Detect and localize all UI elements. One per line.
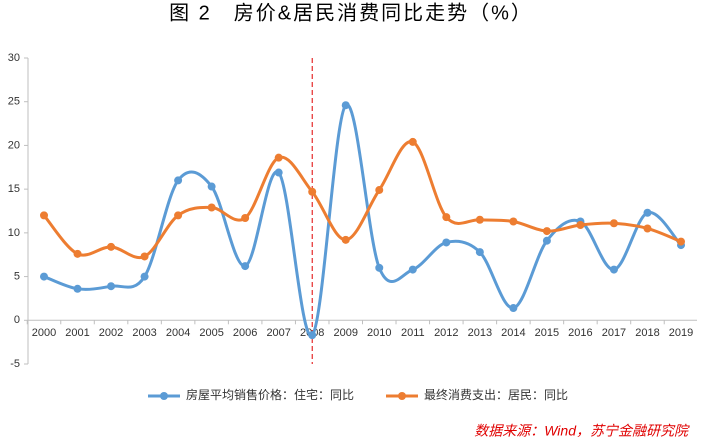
x-tick-label: 2007 bbox=[266, 327, 290, 339]
legend-marker bbox=[160, 392, 168, 400]
y-tick-label: 20 bbox=[8, 139, 20, 151]
x-tick-label: 2011 bbox=[401, 327, 425, 339]
data-point bbox=[542, 236, 551, 245]
x-tick-label: 2014 bbox=[501, 327, 525, 339]
data-point bbox=[475, 248, 484, 257]
x-tick-label: 2015 bbox=[535, 327, 559, 339]
x-tick-label: 2009 bbox=[333, 327, 357, 339]
x-tick-label: 2016 bbox=[568, 327, 592, 339]
data-point bbox=[609, 265, 618, 274]
data-point bbox=[341, 235, 350, 244]
legend-label: 房屋平均销售价格：住宅：同比 bbox=[186, 387, 354, 402]
y-tick-label: 0 bbox=[14, 314, 20, 326]
data-point bbox=[475, 215, 484, 224]
y-tick-label: -5 bbox=[10, 358, 20, 370]
data-point bbox=[107, 242, 116, 251]
data-point bbox=[174, 211, 183, 220]
data-point bbox=[341, 101, 350, 110]
data-point bbox=[241, 262, 250, 271]
data-point bbox=[140, 252, 149, 261]
x-tick-label: 2013 bbox=[468, 327, 492, 339]
data-point bbox=[274, 153, 283, 162]
data-point bbox=[140, 272, 149, 281]
data-point bbox=[107, 282, 116, 291]
x-tick-label: 2017 bbox=[602, 327, 626, 339]
data-point bbox=[609, 219, 618, 228]
data-point bbox=[308, 331, 317, 340]
series-line bbox=[42, 140, 682, 260]
x-tick-label: 2002 bbox=[99, 327, 123, 339]
data-point bbox=[442, 238, 451, 247]
y-tick-label: 30 bbox=[8, 52, 20, 64]
data-point bbox=[40, 272, 48, 281]
data-point bbox=[308, 187, 317, 196]
data-point bbox=[408, 265, 417, 274]
y-tick-label: 5 bbox=[14, 270, 20, 282]
data-point bbox=[40, 211, 48, 220]
x-tick-label: 2004 bbox=[166, 327, 190, 339]
data-point bbox=[207, 182, 216, 191]
legend-label: 最终消费支出：居民：同比 bbox=[424, 387, 568, 402]
data-point bbox=[207, 203, 216, 212]
legend-marker bbox=[398, 392, 406, 400]
legend-item: 房屋平均销售价格：住宅：同比 bbox=[148, 387, 354, 402]
x-tick-label: 2005 bbox=[199, 327, 223, 339]
legend-item: 最终消费支出：居民：同比 bbox=[386, 387, 568, 402]
data-point bbox=[408, 137, 417, 146]
data-point bbox=[576, 220, 585, 229]
data-point bbox=[643, 224, 652, 233]
data-point bbox=[375, 186, 384, 195]
data-point bbox=[73, 249, 82, 258]
x-tick-label: 2000 bbox=[32, 327, 56, 339]
chart-title: 图 2 房价&居民消费同比走势（%） bbox=[169, 1, 533, 24]
y-tick-label: 25 bbox=[8, 96, 20, 108]
data-point bbox=[174, 176, 183, 185]
x-tick-label: 2018 bbox=[635, 327, 659, 339]
x-tick-label: 2001 bbox=[65, 327, 89, 339]
x-tick-label: 2019 bbox=[669, 327, 693, 339]
x-tick-label: 2012 bbox=[434, 327, 458, 339]
data-point bbox=[241, 213, 250, 222]
y-tick-label: 15 bbox=[8, 183, 20, 195]
y-tick-label: 10 bbox=[8, 227, 20, 239]
data-point bbox=[375, 263, 384, 272]
data-point bbox=[442, 213, 451, 222]
x-tick-label: 2006 bbox=[233, 327, 257, 339]
data-point bbox=[73, 284, 82, 293]
data-point bbox=[274, 168, 283, 177]
data-point bbox=[509, 217, 518, 226]
data-point bbox=[677, 237, 685, 246]
source-note: 数据来源：Wind，苏宁金融研究院 bbox=[474, 423, 690, 439]
data-point bbox=[643, 208, 652, 217]
data-point bbox=[542, 227, 551, 236]
data-point bbox=[509, 304, 518, 313]
x-tick-label: 2003 bbox=[132, 327, 156, 339]
x-tick-label: 2010 bbox=[367, 327, 391, 339]
